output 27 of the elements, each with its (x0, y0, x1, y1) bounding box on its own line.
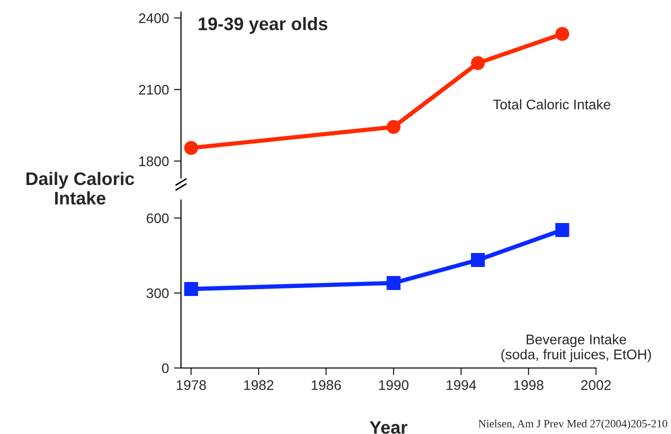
point (555, 26, 570, 41)
x-tick-label: 1978 (176, 380, 206, 390)
point (184, 141, 198, 155)
text: Beverage Intake (soda, fruit juices, EtOH) (501, 334, 651, 362)
y-tick-label: 300 (146, 288, 169, 298)
x-tick-label: 2002 (581, 380, 611, 390)
y-axis-title: Daily Caloric Intake (26, 172, 134, 205)
point (555, 223, 570, 237)
point (386, 276, 401, 290)
text: Total Caloric Intake (493, 99, 610, 110)
y-tick-label: 600 (146, 213, 169, 224)
point (184, 282, 198, 296)
x-tick-label: 1998 (514, 380, 544, 390)
x-tick-label: 1994 (446, 380, 476, 390)
x-axis-title: Year (370, 421, 408, 434)
x-tick-label: 1982 (244, 380, 274, 390)
chart-title: 19-39 year olds (198, 16, 328, 34)
point (386, 120, 401, 134)
y-tick-label: 2400 (139, 13, 169, 24)
text: Nielsen, Am J Prev Med 27(2004)205-210 (478, 420, 668, 430)
y-tick-label: 2100 (139, 84, 169, 95)
point (470, 56, 485, 70)
x-tick-label: 1986 (312, 380, 341, 390)
y-tick-label: 0 (162, 363, 169, 374)
y-tick-label: 1800 (139, 156, 169, 166)
point (470, 253, 485, 267)
x-tick-label: 1990 (379, 380, 408, 390)
